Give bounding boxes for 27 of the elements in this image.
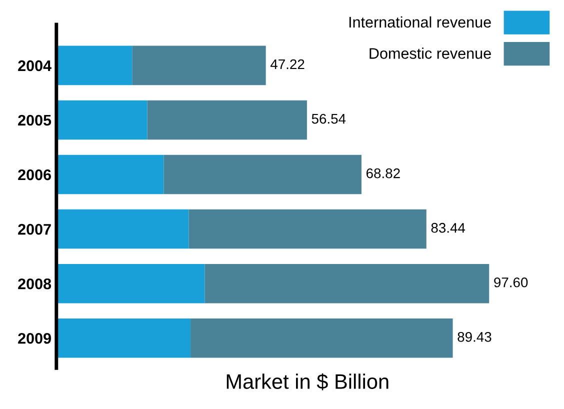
bar xyxy=(56,209,189,249)
annotation: 89.43 xyxy=(458,332,492,342)
bar xyxy=(56,318,191,358)
y-tick-label: 2006 xyxy=(18,169,51,180)
y-tick-label: 2005 xyxy=(18,114,52,126)
annotation: 47.22 xyxy=(270,59,304,70)
annotation: 56.54 xyxy=(312,114,346,124)
bar xyxy=(190,318,453,358)
annotation: 68.82 xyxy=(366,168,400,178)
bar xyxy=(164,154,362,194)
bar xyxy=(56,264,205,304)
legend-label: Domestic revenue xyxy=(370,48,491,59)
y-tick-label: 2007 xyxy=(18,224,51,235)
legend-label: International revenue xyxy=(349,16,491,28)
bar xyxy=(147,100,307,140)
bar xyxy=(188,209,426,249)
text: 97.60 xyxy=(494,277,528,288)
bar xyxy=(132,46,266,86)
annotation: 83.44 xyxy=(431,222,466,233)
x-axis-title: Market in $ Billion xyxy=(226,373,388,390)
y-tick-label: 2008 xyxy=(18,278,52,290)
y-tick-label: 2009 xyxy=(18,332,51,344)
bar xyxy=(204,264,490,304)
bar xyxy=(56,46,132,86)
bar xyxy=(56,100,148,140)
y-tick-label: 2004 xyxy=(18,60,52,72)
bar xyxy=(56,154,164,194)
